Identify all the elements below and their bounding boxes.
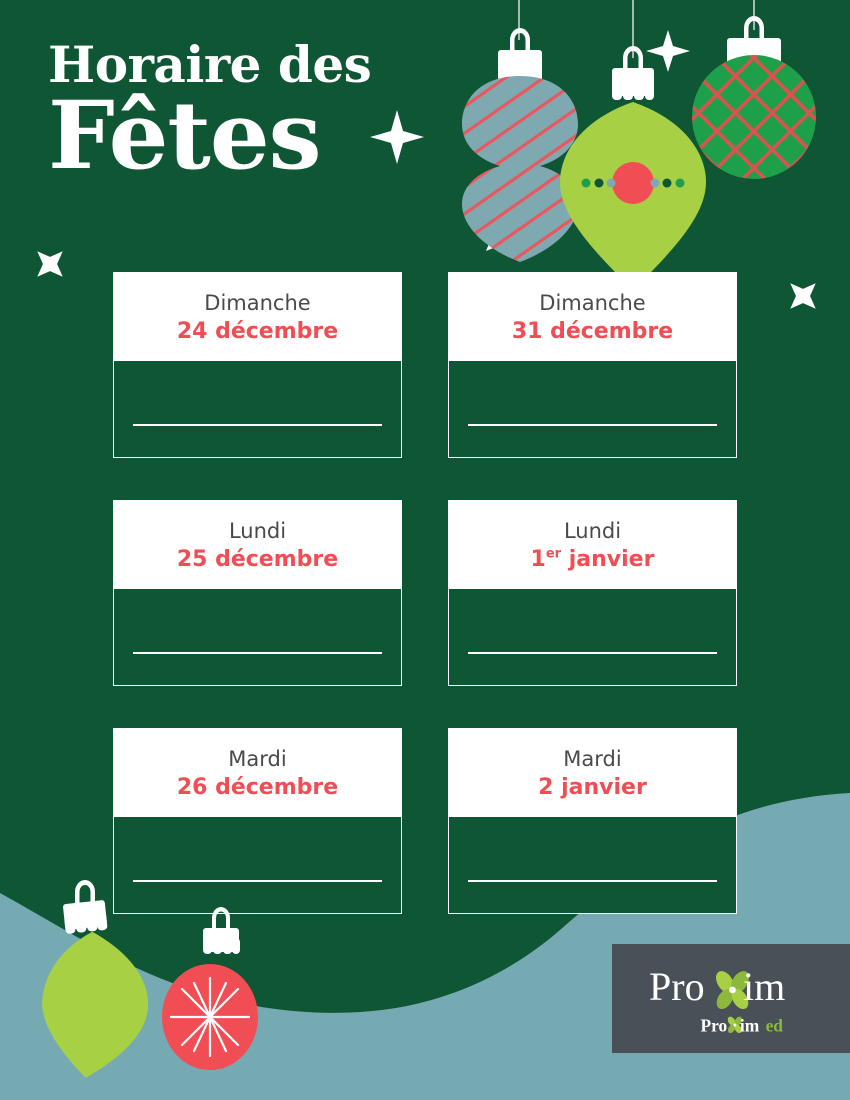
title-line-one: Horaire des <box>48 35 372 94</box>
card-day-label: Mardi <box>228 746 287 771</box>
logo-sub-part1: Pro <box>701 1015 728 1035</box>
logo-sub-part3: ed <box>766 1015 784 1035</box>
card-day-label: Mardi <box>563 746 622 771</box>
card-date-label: 2 janvier <box>538 774 647 800</box>
card-write-area[interactable] <box>114 817 401 913</box>
card-header: Mardi 2 janvier <box>449 729 736 817</box>
card-date-label: 31 décembre <box>511 318 674 344</box>
card-write-area[interactable] <box>449 817 736 913</box>
proxim-logo: Pro im Pro im ed <box>612 944 850 1053</box>
card-write-area[interactable] <box>449 361 736 457</box>
schedule-card[interactable]: Lundi 25 décembre <box>113 500 402 686</box>
card-date-label: 26 décembre <box>176 774 339 800</box>
lime-leaf-ornament <box>42 880 148 1078</box>
card-date-label: 25 décembre <box>176 546 339 572</box>
card-date-number: 1 <box>530 546 546 572</box>
logo-brand-part2: im <box>743 964 785 1009</box>
card-write-line <box>468 652 717 654</box>
card-write-area[interactable] <box>114 361 401 457</box>
striped-onion-ornament <box>462 28 578 262</box>
card-write-line <box>468 424 717 426</box>
schedule-card[interactable]: Dimanche 24 décembre <box>113 272 402 458</box>
lattice-ball-ornament <box>692 16 816 179</box>
schedule-card[interactable]: Mardi 2 janvier <box>448 728 737 914</box>
card-date-month: janvier <box>561 546 655 572</box>
card-write-line <box>468 880 717 882</box>
logo-brand-part1: Pro <box>649 964 705 1009</box>
page-title: Horaire des Fêtes <box>48 35 408 191</box>
card-header: Dimanche 24 décembre <box>114 273 401 361</box>
proxim-wordmark: Pro im <box>649 964 785 1009</box>
card-day-label: Lundi <box>228 518 287 543</box>
starburst-icon <box>169 976 251 1058</box>
card-write-area[interactable] <box>114 589 401 685</box>
card-day-label: Dimanche <box>204 290 311 315</box>
logo-sub-butterfly-icon <box>727 1016 742 1033</box>
bottom-ornaments-group <box>42 880 258 1078</box>
lime-teardrop-ornament <box>560 46 706 290</box>
card-date-ordinal-suffix: er <box>545 546 562 562</box>
card-header: Mardi 26 décembre <box>114 729 401 817</box>
card-date-label: 24 décembre <box>176 318 339 344</box>
logo-sub-part2: im <box>740 1015 760 1035</box>
card-day-label: Dimanche <box>539 290 646 315</box>
red-ball-ornament <box>162 907 258 1070</box>
schedule-card[interactable]: Dimanche 31 décembre <box>448 272 737 458</box>
card-write-line <box>133 880 382 882</box>
schedule-card[interactable]: Mardi 26 décembre <box>113 728 402 914</box>
card-header: Lundi 1er janvier <box>449 501 736 589</box>
schedule-card[interactable]: Lundi 1er janvier <box>448 500 737 686</box>
card-write-line <box>133 652 382 654</box>
top-ornaments-group <box>462 0 816 290</box>
card-header: Lundi 25 décembre <box>114 501 401 589</box>
card-write-area[interactable] <box>449 589 736 685</box>
card-date-label: 1er janvier <box>531 546 655 574</box>
card-day-label: Lundi <box>563 518 622 543</box>
card-write-line <box>133 424 382 426</box>
card-header: Dimanche 31 décembre <box>449 273 736 361</box>
ornament-dot-row <box>581 178 685 188</box>
logo-butterfly-icon <box>716 970 749 1009</box>
proximed-wordmark: Pro im ed <box>701 1015 784 1035</box>
schedule-card-grid: Dimanche 24 décembre Dimanche 31 décembr… <box>113 272 737 914</box>
title-line-two: Fêtes <box>48 81 322 191</box>
